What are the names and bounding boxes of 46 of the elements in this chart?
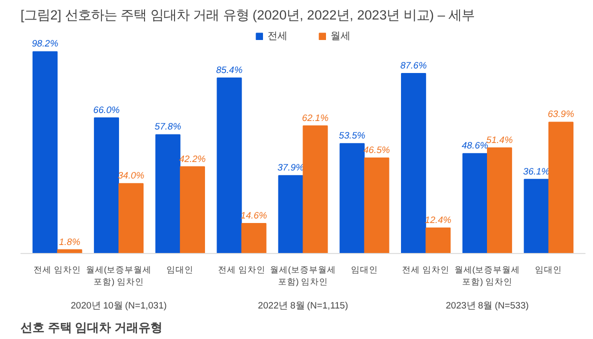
bar [180,166,205,254]
legend-label: 월세 [330,30,350,43]
bar [94,117,120,254]
legend-label: 전세 [268,30,288,43]
data-label: 87.6% [400,60,427,70]
bar [486,147,512,254]
bar [155,134,180,254]
x-tick-label: 전세 임차인 [34,264,82,274]
x-tick-label: 전세 임차인 [218,264,266,274]
data-label: 51.4% [486,134,513,145]
bar [241,223,266,254]
x-tick-label: 월세(보증부월세 포함) 임차인 [86,264,152,286]
bar [32,51,58,254]
text: 선호 주택 임대차 거래유형 [20,320,163,334]
data-label: 36.1% [523,166,550,176]
x-tick-label: 임대인 [166,264,194,274]
data-label: 98.2% [32,38,58,49]
bar [302,125,328,254]
x-tick-label: 임대인 [535,264,562,274]
data-label: 57.8% [154,122,182,132]
data-label: 48.6% [462,140,488,151]
x-tick-label: 임대인 [350,264,378,274]
bar [364,157,390,254]
data-label: 53.5% [338,130,366,141]
bar [524,178,549,254]
bar [426,228,451,254]
data-label: 63.9% [548,109,574,120]
bar [216,78,242,254]
data-label: 37.9% [277,162,304,173]
bar [548,122,574,254]
data-label: 66.0% [93,104,120,115]
x-tick-label: 월세(보증부월세 포함) 임차인 [454,264,520,286]
bar [462,153,488,254]
text: 2022년 8월 (N=1,115) [258,300,348,310]
data-label: 85.4% [216,65,243,76]
chart-title: [그림2] 선호하는 주택 임대차 거래 유형 (2020년, 2022년, 2023년 비교) – 세부 [20,8,475,22]
x-tick-label: 전세 임차인 [402,264,450,274]
data-label: 62.1% [302,112,329,123]
x-tick-label: 월세(보증부월세 포함) 임차인 [270,264,336,286]
bar [278,175,304,254]
data-label: 1.8% [59,236,80,247]
bar [118,183,144,254]
text: 2020년 10월 (N=1,031) [70,300,167,310]
text: 2023년 8월 (N=533) [446,300,529,310]
bar [340,143,365,254]
bar [401,72,426,254]
